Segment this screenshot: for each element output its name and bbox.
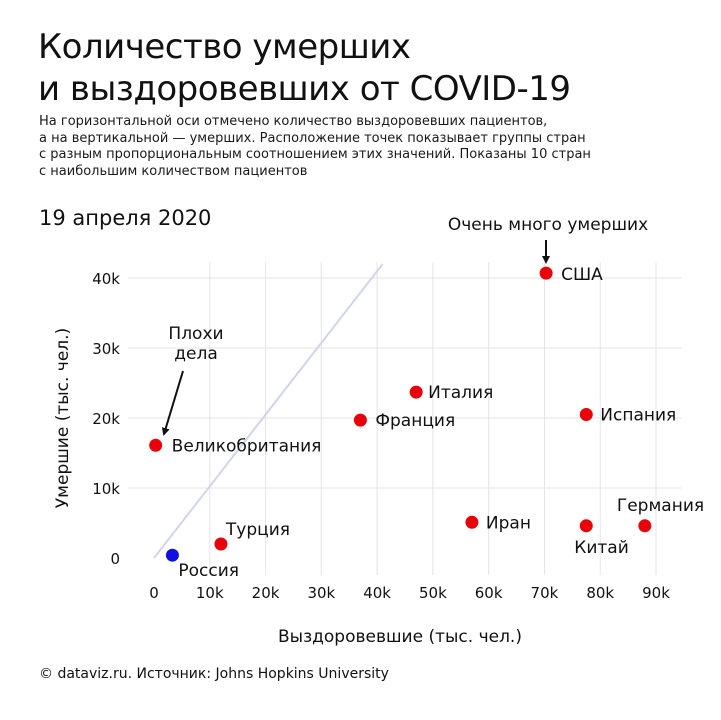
y-tick-label: 30k bbox=[92, 340, 120, 358]
point-label: Испания bbox=[600, 406, 676, 426]
subtitle-line-4: с наибольшим количеством пациентов bbox=[39, 163, 308, 179]
y-tick-label: 20k bbox=[92, 410, 120, 428]
y-tick-label: 0 bbox=[110, 550, 120, 568]
data-point bbox=[149, 438, 163, 452]
y-tick-label: 40k bbox=[92, 270, 120, 288]
data-point bbox=[579, 519, 593, 533]
point-label: Великобритания bbox=[172, 436, 322, 456]
annotation-arrows bbox=[161, 240, 550, 436]
title-line-2: и выздоровевших от COVID-19 bbox=[38, 69, 571, 109]
point-label: Россия bbox=[178, 561, 239, 581]
y-tick-label: 10k bbox=[92, 480, 120, 498]
x-tick-label: 90k bbox=[642, 584, 670, 602]
data-point bbox=[465, 515, 479, 529]
subtitle-line-1: На горизонтальной оси отмечено количеств… bbox=[39, 114, 548, 129]
x-tick-label: 0 bbox=[149, 584, 159, 602]
subtitle-line-3: с разным пропорциональным соотношением э… bbox=[39, 147, 591, 162]
point-label: Китай bbox=[574, 538, 629, 558]
title-line-1: Количество умерших bbox=[38, 27, 411, 67]
reference-line-group bbox=[153, 263, 384, 559]
point-label: Иран bbox=[486, 513, 531, 533]
annotation-text: дела bbox=[174, 344, 218, 364]
data-point bbox=[409, 385, 423, 399]
point-label: Франция bbox=[375, 411, 455, 431]
x-tick-label: 20k bbox=[252, 584, 280, 602]
x-tick-label: 50k bbox=[419, 584, 447, 602]
axis-ticks: 0 10k 20k 30k 40k 0 10k 20k 30k 40k 50k 60k 70k 80k 90… bbox=[92, 270, 670, 602]
y-axis-label: Умершие (тыс. чел.) bbox=[53, 328, 73, 508]
data-point bbox=[214, 537, 228, 551]
data-point bbox=[165, 548, 179, 562]
x-tick-label: 10k bbox=[196, 584, 224, 602]
point-label: США bbox=[561, 265, 603, 285]
point-labels: США Италия Испания Франция Великобритания Ира… bbox=[172, 265, 704, 581]
x-tick-label: 30k bbox=[307, 584, 335, 602]
chart-title: Количество умерших и выздоровевших от CO… bbox=[38, 26, 698, 110]
point-label: Италия bbox=[428, 383, 493, 403]
x-tick-label: 60k bbox=[475, 584, 503, 602]
annotation-arrow bbox=[161, 370, 184, 436]
point-label: Турция bbox=[225, 520, 290, 540]
annotation-text: Очень много умерших bbox=[448, 215, 648, 235]
x-axis-label: Выздоровевшие (тыс. чел.) bbox=[278, 627, 522, 647]
x-tick-label: 70k bbox=[531, 584, 559, 602]
data-point bbox=[539, 266, 553, 280]
annotation-text: Плохи bbox=[168, 324, 223, 344]
reference-line bbox=[153, 263, 384, 559]
point-label: Германия bbox=[617, 496, 704, 516]
x-tick-label: 40k bbox=[363, 584, 391, 602]
chart-subtitle: На горизонтальной оси отмечено количеств… bbox=[39, 114, 699, 180]
data-point bbox=[579, 408, 593, 421]
source-footer: © dataviz.ru. Источник: Johns Hopkins Un… bbox=[39, 666, 389, 682]
subtitle-line-2: а на вертикальной — умерших. Расположени… bbox=[39, 130, 586, 146]
data-points bbox=[149, 266, 652, 562]
data-point bbox=[353, 413, 367, 427]
x-tick-label: 80k bbox=[586, 584, 614, 602]
chart-date: 19 апреля 2020 bbox=[39, 206, 212, 230]
data-point bbox=[638, 519, 652, 533]
